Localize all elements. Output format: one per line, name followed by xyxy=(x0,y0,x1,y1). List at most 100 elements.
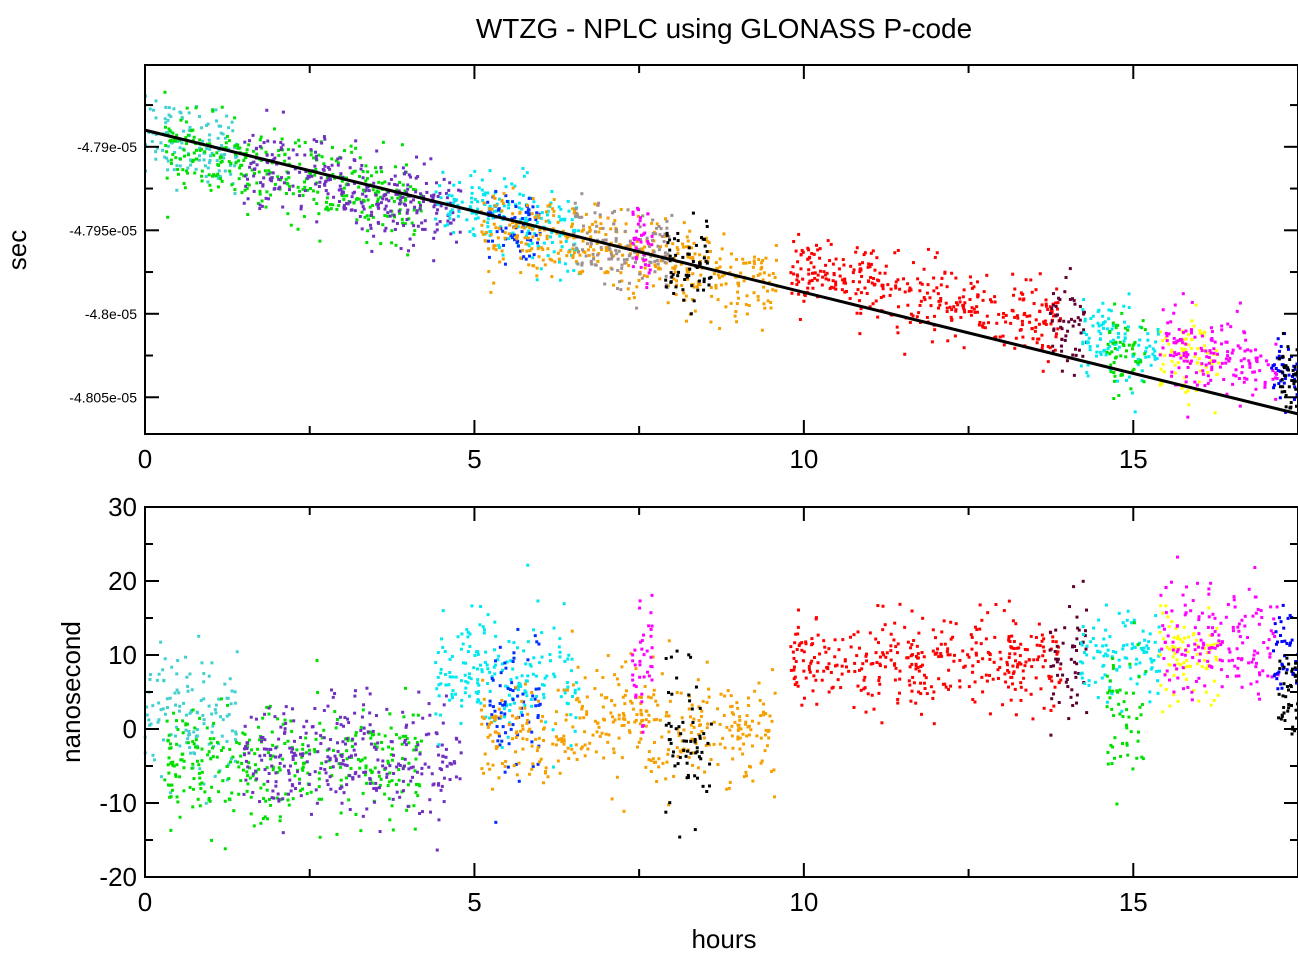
data-point xyxy=(789,271,793,275)
data-point xyxy=(571,694,575,698)
data-point xyxy=(1195,581,1199,585)
data-point xyxy=(349,754,353,758)
data-point xyxy=(235,650,239,654)
data-point xyxy=(440,743,444,747)
data-point xyxy=(1250,660,1254,664)
data-point xyxy=(486,225,490,229)
data-point xyxy=(1054,335,1058,339)
data-point xyxy=(545,237,549,241)
data-point xyxy=(320,155,324,159)
data-point xyxy=(174,139,178,143)
data-point xyxy=(345,194,349,198)
data-point xyxy=(1136,363,1140,367)
data-point xyxy=(252,189,256,193)
data-point xyxy=(926,247,930,251)
data-point xyxy=(329,688,333,692)
data-point xyxy=(486,762,490,766)
data-point xyxy=(889,632,893,636)
data-point xyxy=(615,228,619,232)
data-point xyxy=(1127,306,1131,310)
data-point xyxy=(1063,626,1067,630)
data-point xyxy=(361,176,365,180)
data-point xyxy=(1215,658,1219,662)
data-point xyxy=(257,767,261,771)
data-point xyxy=(641,257,645,261)
data-point xyxy=(635,229,639,233)
data-point xyxy=(695,750,699,754)
data-point xyxy=(969,633,973,637)
data-point xyxy=(263,815,267,819)
data-point xyxy=(760,759,764,763)
data-point xyxy=(988,298,992,302)
data-point xyxy=(914,667,918,671)
data-point xyxy=(623,693,627,697)
data-point xyxy=(414,190,418,194)
data-point xyxy=(1002,311,1006,315)
data-point xyxy=(486,725,490,729)
data-point xyxy=(398,194,402,198)
data-point xyxy=(409,185,413,189)
data-point xyxy=(402,223,406,227)
data-point xyxy=(358,156,362,160)
data-point xyxy=(988,673,992,677)
data-point xyxy=(697,733,701,737)
data-point xyxy=(404,163,408,167)
data-point xyxy=(729,705,733,709)
data-point xyxy=(339,765,343,769)
data-point xyxy=(627,281,631,285)
data-point xyxy=(486,200,490,204)
data-point xyxy=(1009,675,1013,679)
data-point xyxy=(595,241,599,245)
data-point xyxy=(914,654,918,658)
data-point xyxy=(286,739,290,743)
data-point xyxy=(191,740,195,744)
data-point xyxy=(1074,353,1078,357)
data-point xyxy=(793,641,797,645)
data-point xyxy=(1219,621,1223,625)
data-point xyxy=(667,738,671,742)
data-point xyxy=(556,688,560,692)
data-point xyxy=(481,678,485,682)
top-ticks: 0 5 10 15-4.79e-05-4.795e-05-4.8e-05-4.805e… xyxy=(69,65,1298,474)
data-point xyxy=(1142,646,1146,650)
data-point xyxy=(862,687,866,691)
data-point xyxy=(468,644,472,648)
data-point xyxy=(374,166,378,170)
data-point xyxy=(277,766,281,770)
data-point xyxy=(798,642,802,646)
data-point xyxy=(1118,340,1122,344)
data-point xyxy=(537,736,541,740)
data-point xyxy=(808,670,812,674)
data-point xyxy=(303,153,307,157)
data-point xyxy=(407,761,411,765)
data-point xyxy=(361,169,365,173)
data-point xyxy=(510,737,514,741)
data-point xyxy=(271,754,275,758)
data-point xyxy=(1280,390,1284,394)
data-point xyxy=(246,177,250,181)
data-point xyxy=(516,239,520,243)
data-point xyxy=(1216,642,1220,646)
data-point xyxy=(690,703,694,707)
data-point xyxy=(314,157,318,161)
data-point xyxy=(1001,703,1005,707)
data-point xyxy=(267,172,271,176)
data-point xyxy=(567,653,571,657)
data-point xyxy=(834,257,838,261)
data-point xyxy=(745,734,749,738)
data-point xyxy=(1166,321,1170,325)
data-point xyxy=(1206,371,1210,375)
data-point xyxy=(388,214,392,218)
data-point xyxy=(169,733,173,737)
data-point xyxy=(493,663,497,667)
data-point xyxy=(707,276,711,280)
data-point xyxy=(391,747,395,751)
data-point xyxy=(195,148,199,152)
data-point xyxy=(1051,303,1055,307)
data-point xyxy=(742,261,746,265)
data-point xyxy=(570,218,574,222)
data-point xyxy=(1060,337,1064,341)
data-point xyxy=(599,267,603,271)
data-point xyxy=(496,745,500,749)
data-point xyxy=(1179,356,1183,360)
